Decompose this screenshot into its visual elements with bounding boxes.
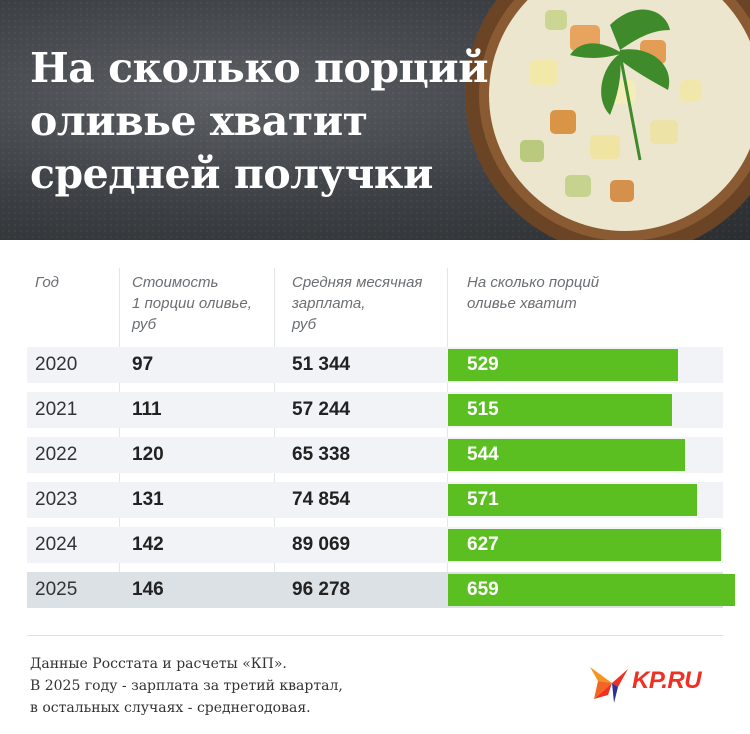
footnote-line-2: В 2025 году - зарплата за третий квартал… <box>30 678 343 694</box>
title-line-3: средней получки <box>30 150 433 198</box>
portions-bar-label: 571 <box>467 489 499 510</box>
year-cell: 2020 <box>35 354 78 375</box>
salary-cell: 51 344 <box>292 354 351 375</box>
year-cell: 2025 <box>35 579 78 600</box>
column-header-price-line-2: 1 порции оливье, <box>132 295 252 312</box>
column-header-price: Стоимость 1 порции оливье, руб <box>132 272 252 335</box>
portions-bar-label: 544 <box>467 444 499 465</box>
portions-bar-label: 659 <box>467 579 499 600</box>
price-cell: 120 <box>132 444 164 465</box>
table-row: 2021 111 57 244 515 <box>27 392 723 428</box>
table-row: 2020 97 51 344 529 <box>27 347 723 383</box>
year-cell: 2021 <box>35 399 78 420</box>
price-cell: 146 <box>132 579 164 600</box>
table-row: 2025 146 96 278 659 <box>27 572 735 608</box>
header-banner: На сколько порций оливье хватит средней … <box>0 0 750 240</box>
logo-text: KP.RU <box>632 667 702 694</box>
column-header-year: Год <box>35 272 59 293</box>
portions-bar <box>448 349 678 381</box>
salary-cell: 65 338 <box>292 444 351 465</box>
column-header-salary: Средняя месячная зарплата, руб <box>292 272 422 335</box>
portions-bar-label: 627 <box>467 534 499 555</box>
price-cell: 142 <box>132 534 164 555</box>
column-header-salary-line-3: руб <box>292 316 317 333</box>
price-cell: 111 <box>132 399 162 420</box>
salary-cell: 96 278 <box>292 579 351 600</box>
kp-bird-icon <box>590 667 628 703</box>
footnote-line-3: в остальных случаях - среднегодовая. <box>30 700 311 716</box>
portions-bar <box>448 394 672 426</box>
footer-divider <box>27 635 723 636</box>
table-row: 2023 131 74 854 571 <box>27 482 723 518</box>
table-row: 2024 142 89 069 627 <box>27 527 723 563</box>
salary-cell: 74 854 <box>292 489 351 510</box>
portions-bar <box>448 529 721 561</box>
column-header-portions-line-2: оливье хватит <box>467 295 577 312</box>
table-row: 2022 120 65 338 544 <box>27 437 723 473</box>
page-title: На сколько порций оливье хватит средней … <box>30 42 490 201</box>
year-cell: 2024 <box>35 534 78 555</box>
olivier-salad-bowl-image <box>465 0 750 240</box>
portions-bar-label: 529 <box>467 354 499 375</box>
portions-bar-label: 515 <box>467 399 499 420</box>
title-line-2: оливье хватит <box>30 97 368 145</box>
column-header-salary-line-2: зарплата, <box>292 295 366 312</box>
column-header-price-line-1: Стоимость <box>132 274 219 291</box>
title-line-1: На сколько порций <box>30 44 489 92</box>
column-header-portions-line-1: На сколько порций <box>467 274 600 291</box>
salary-cell: 89 069 <box>292 534 351 555</box>
price-cell: 97 <box>132 354 154 375</box>
column-header-salary-line-1: Средняя месячная <box>292 274 423 291</box>
portions-bar <box>448 574 735 606</box>
salary-cell: 57 244 <box>292 399 351 420</box>
column-header-portions: На сколько порций оливье хватит <box>467 272 599 314</box>
price-cell: 131 <box>132 489 164 510</box>
portions-bar <box>448 439 685 471</box>
column-header-year-line-1: Год <box>35 274 59 291</box>
year-cell: 2023 <box>35 489 78 510</box>
footnote-line-1: Данные Росстата и расчеты «КП». <box>30 656 287 672</box>
column-header-price-line-3: руб <box>132 316 157 333</box>
kp-ru-logo: KP.RU <box>588 661 723 705</box>
portions-bar <box>448 484 697 516</box>
year-cell: 2022 <box>35 444 78 465</box>
